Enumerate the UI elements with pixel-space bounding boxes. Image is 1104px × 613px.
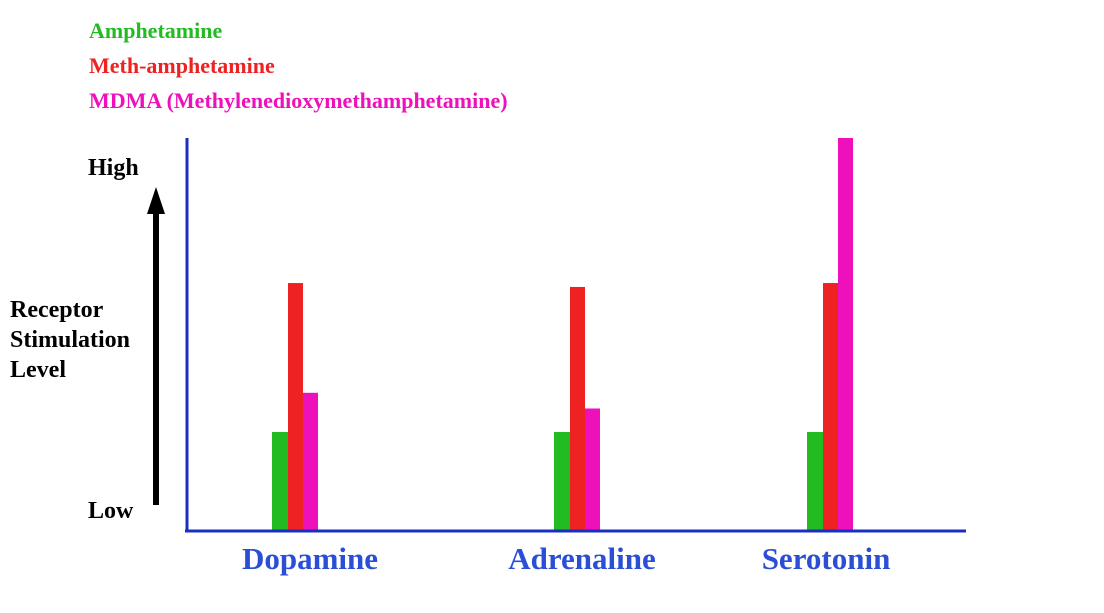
y-axis-label-line-1: Receptor xyxy=(10,297,104,323)
y-axis-label: Receptor Stimulation Level xyxy=(10,297,130,383)
legend: Amphetamine Meth-amphetamine MDMA (Methy… xyxy=(89,18,508,113)
y-tick-high: High xyxy=(88,155,139,181)
legend-entry-mdma: MDMA (Methylenedioxymethamphetamine) xyxy=(89,88,508,113)
legend-entry-meth-amphetamine: Meth-amphetamine xyxy=(89,53,275,78)
y-tick-low: Low xyxy=(88,498,134,524)
bar-serotonin-2 xyxy=(838,138,853,530)
bar-adrenaline-2 xyxy=(585,408,600,530)
category-label-serotonin: Serotonin xyxy=(762,541,891,576)
bar-dopamine-1 xyxy=(288,283,303,530)
bar-adrenaline-1 xyxy=(570,286,585,530)
up-arrow-icon xyxy=(147,187,165,505)
category-label-dopamine: Dopamine xyxy=(242,541,378,576)
category-labels: Dopamine Adrenaline Serotonin xyxy=(242,541,890,576)
bar-dopamine-0 xyxy=(272,432,288,530)
bar-dopamine-2 xyxy=(303,392,318,530)
category-label-adrenaline: Adrenaline xyxy=(508,541,656,576)
axes xyxy=(185,138,966,533)
bar-serotonin-1 xyxy=(823,283,838,530)
y-axis-label-line-2: Stimulation xyxy=(10,327,130,353)
bar-serotonin-0 xyxy=(807,432,823,530)
bar-adrenaline-0 xyxy=(554,432,570,530)
bars xyxy=(272,138,853,530)
legend-entry-amphetamine: Amphetamine xyxy=(89,18,222,43)
y-axis-label-line-3: Level xyxy=(10,357,66,383)
